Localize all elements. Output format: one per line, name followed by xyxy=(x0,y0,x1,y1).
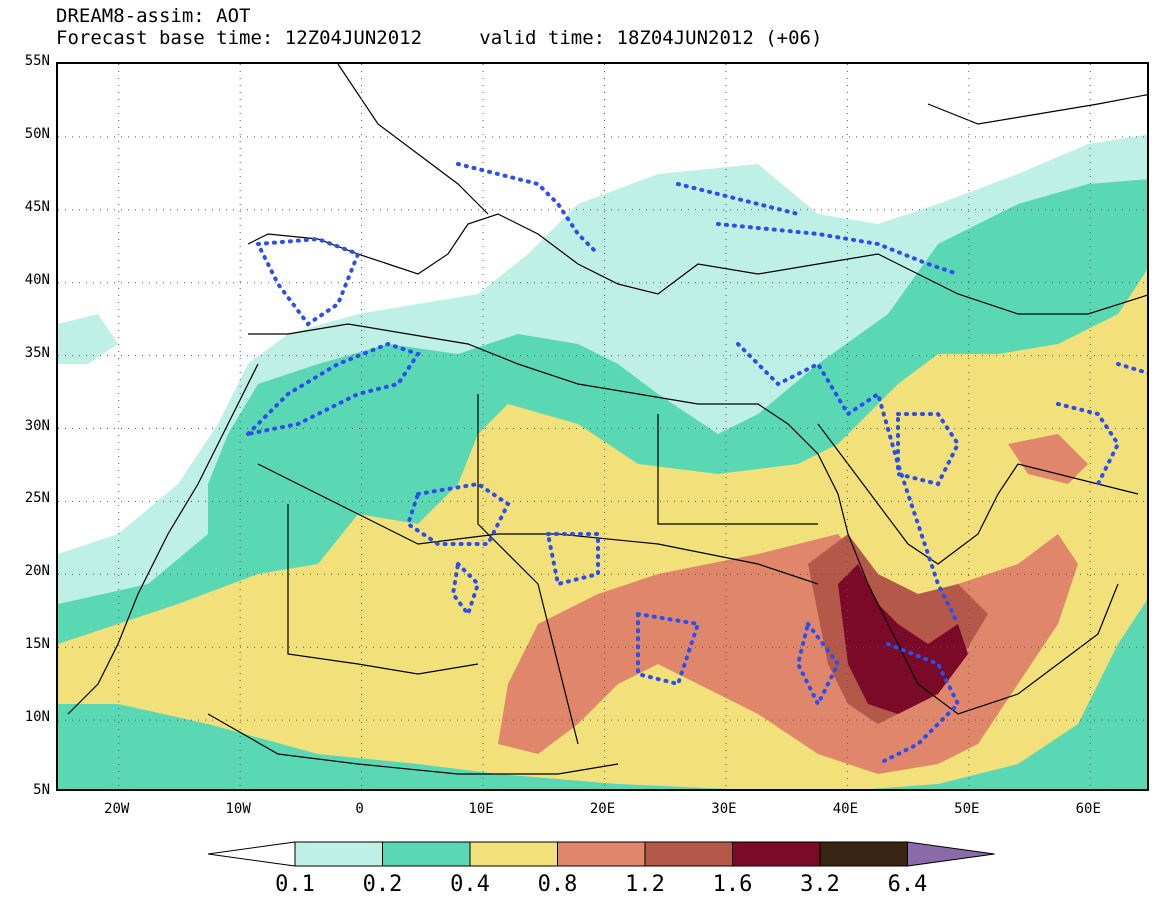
base-time: Forecast base time: 12Z04JUN2012 xyxy=(56,27,423,49)
aot-field-map xyxy=(58,64,1147,789)
colorbar-under-arrow xyxy=(207,841,296,867)
colorbar-level-label: 1.2 xyxy=(625,872,665,897)
assim-contours xyxy=(241,162,1147,766)
lon-tick-label: 10E xyxy=(468,801,494,817)
colorbar-box xyxy=(382,841,471,867)
lat-tick-label: 25N xyxy=(24,490,50,507)
lat-tick-label: 45N xyxy=(24,198,50,215)
coastlines xyxy=(67,64,1147,775)
aot-band-0-8-gulf xyxy=(1008,434,1088,484)
colorbar-level-label: 3.2 xyxy=(800,872,840,897)
colorbar-level-label: 0.4 xyxy=(450,872,490,897)
lat-tick-label: 15N xyxy=(24,636,50,653)
map-title: DREAM8-assim: AOT xyxy=(56,5,251,27)
lon-tick-label: 0 xyxy=(355,801,364,817)
lat-tick-label: 20N xyxy=(24,563,50,580)
lat-tick-label: 55N xyxy=(24,53,50,69)
lon-tick-label: 10W xyxy=(225,801,251,817)
colorbar-box xyxy=(644,841,733,867)
colorbar-level-label: 0.2 xyxy=(362,872,403,897)
colorbar-level-label: 6.4 xyxy=(887,872,928,897)
valid-time: valid time: 18Z04JUN2012 (+06) xyxy=(479,27,823,49)
colorbar-box xyxy=(557,841,646,867)
lat-tick-label: 10N xyxy=(24,709,50,726)
colorbar-level-label: 0.8 xyxy=(537,872,578,897)
colorbar-box xyxy=(294,841,383,867)
lat-tick-label: 5N xyxy=(33,782,50,798)
colorbar-level-label: 1.6 xyxy=(712,872,753,897)
colorbar-over-arrow xyxy=(907,841,995,867)
map-panel xyxy=(56,62,1149,791)
aot-band-0-1-west xyxy=(58,314,118,364)
aot-band-0-8 xyxy=(498,534,1078,774)
colorbar-box xyxy=(469,841,558,867)
colorbar-level-label: 0.1 xyxy=(275,872,315,897)
lat-tick-label: 35N xyxy=(24,344,50,361)
lon-tick-label: 20E xyxy=(589,801,616,817)
lon-tick-label: 30E xyxy=(711,801,737,817)
colorbar-box xyxy=(732,841,821,867)
lon-tick-label: 50E xyxy=(954,801,980,817)
aot-band-1-6 xyxy=(838,564,968,714)
colorbar-boxes xyxy=(207,841,995,867)
lat-tick-label: 40N xyxy=(24,271,50,288)
lon-tick-label: 60E xyxy=(1075,801,1101,817)
lon-tick-label: 20W xyxy=(104,801,130,817)
aot-shading xyxy=(58,134,1147,789)
lat-tick-label: 30N xyxy=(24,417,50,434)
lon-tick-label: 40E xyxy=(832,801,859,817)
colorbar-box xyxy=(819,841,908,867)
lat-tick-label: 50N xyxy=(24,125,50,142)
graticule-grid xyxy=(58,64,1147,789)
forecast-time-line: Forecast base time: 12Z04JUN2012 valid t… xyxy=(56,28,822,48)
